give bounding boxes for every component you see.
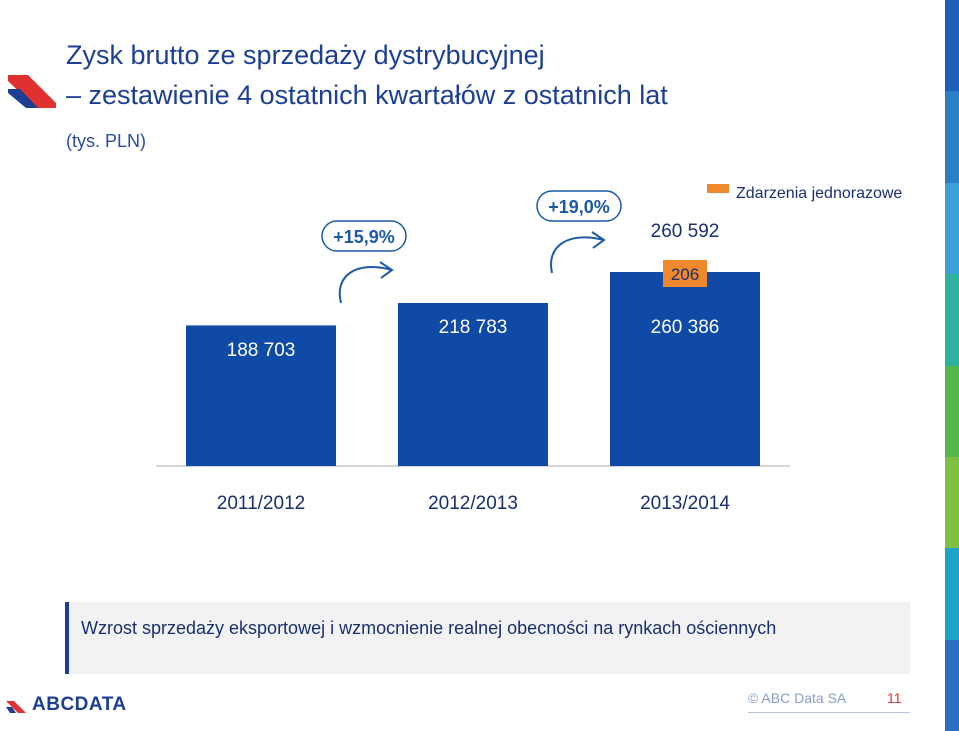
growth-badge [321, 220, 407, 252]
legend-label-one-off: Zdarzenia jednorazowe [736, 185, 902, 202]
bar-value-label: 188 703 [227, 340, 296, 361]
growth-arrow-icon [550, 236, 605, 274]
legend: Zdarzenia jednorazowe [707, 184, 902, 202]
stripe-segment [945, 639, 959, 731]
info-callout: Wzrost sprzedaży eksportowej i wzmocnien… [65, 602, 910, 674]
stripe-segment [945, 365, 959, 457]
growth-label: +15,9% [333, 227, 395, 247]
growth-arrow-icon [338, 266, 393, 304]
one-off-segment [663, 260, 707, 287]
decorative-color-stripe [945, 0, 959, 731]
growth-arrowhead-icon [591, 231, 606, 249]
footer-divider [748, 712, 910, 713]
stripe-segment [945, 91, 959, 183]
page-title-line-2: – zestawienie 4 ostatnich kwartałów z os… [66, 80, 668, 110]
bar-2012/2013 [398, 302, 548, 466]
bar-2011/2012 [186, 325, 336, 466]
profit-bar-chart: 188 703 2011/2012 218 783 2012/2013 260 386 2… [156, 184, 902, 514]
bar-value-label: 260 386 [651, 317, 720, 338]
page-title-line-1: Zysk brutto ze sprzedaży dystrybucyjnej [66, 40, 545, 70]
one-off-value-label: 206 [671, 265, 699, 284]
growth-label: +19,0% [548, 197, 610, 217]
stripe-segment [945, 548, 959, 640]
stripe-segment [945, 0, 959, 92]
legend-swatch-one-off [707, 184, 729, 193]
x-tick-label: 2013/2014 [640, 493, 730, 514]
stripe-segment [945, 182, 959, 275]
logo-wordmark: ABCDATA [32, 694, 127, 715]
x-tick-label: 2012/2013 [428, 493, 518, 514]
stripe-segment [945, 456, 959, 549]
bar-value-label: 218 783 [439, 317, 508, 338]
logo-mark-icon [6, 701, 26, 713]
growth-badge [536, 190, 622, 222]
x-tick-label: 2011/2012 [217, 493, 305, 514]
page-number: 11 [887, 690, 902, 706]
info-callout-text: Wzrost sprzedaży eksportowej i wzmocnien… [81, 618, 777, 638]
abcdata-logo: ABCDATA [6, 694, 127, 716]
brand-chevron-icon [8, 75, 56, 108]
growth-arrowhead-icon [379, 261, 394, 279]
total-value-label: 260 592 [651, 221, 720, 242]
bar-2013/2014 [610, 272, 760, 466]
stripe-segment [945, 274, 959, 366]
unit-subtitle: (tys. PLN) [66, 131, 147, 151]
copyright-text: © ABC Data SA [748, 690, 847, 706]
